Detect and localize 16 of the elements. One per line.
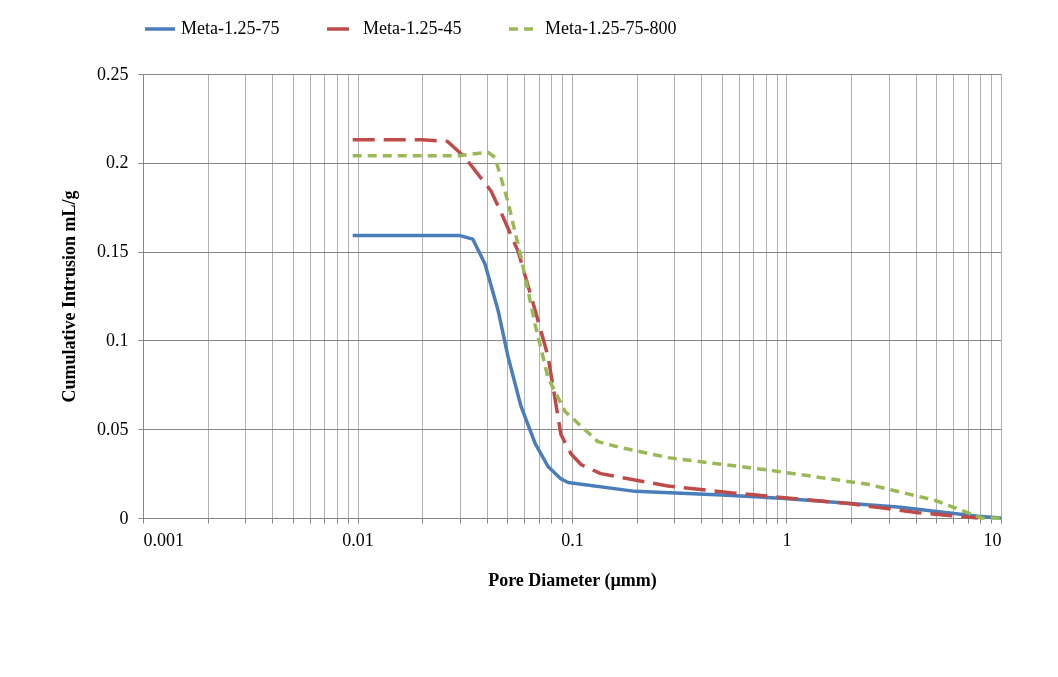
- y-tick-label: 0.25: [97, 63, 129, 84]
- y-tick-label: 0.05: [97, 418, 129, 439]
- y-tick-label: 0.2: [106, 152, 129, 173]
- y-tick-label: 0: [119, 507, 129, 528]
- x-tick-label: 0.001: [143, 529, 184, 550]
- x-tick-label: 0.1: [561, 529, 584, 550]
- legend-label: Meta-1.25-75-800: [545, 18, 677, 38]
- x-tick-label: 1: [782, 529, 792, 550]
- x-tick-label: 10: [983, 529, 1002, 550]
- y-tick-label: 0.15: [97, 241, 129, 262]
- legend-label: Meta-1.25-45: [363, 18, 462, 38]
- y-axis-title: Cumulative Intrusion mL/g: [59, 190, 79, 403]
- x-axis-title: Pore Diameter (µmm): [488, 569, 657, 591]
- x-tick-label: 0.01: [342, 529, 374, 550]
- y-tick-label: 0.1: [106, 329, 129, 350]
- legend-label: Meta-1.25-75: [181, 18, 280, 38]
